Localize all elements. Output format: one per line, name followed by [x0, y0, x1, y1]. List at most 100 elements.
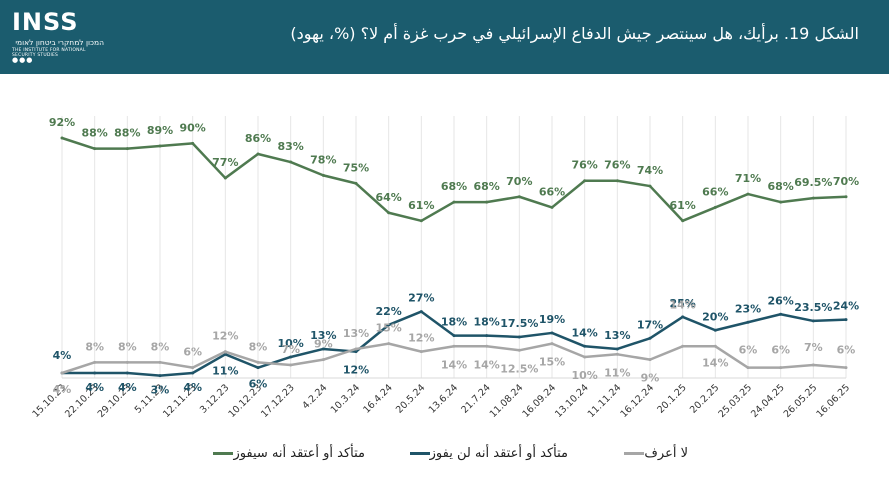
data-point: [811, 319, 815, 323]
data-label: 8%: [118, 340, 137, 353]
header-bar: INSS המכון למחקרי ביטחון לאומי THE INSTI…: [0, 0, 889, 74]
data-label: 25%: [669, 297, 695, 310]
data-point: [517, 348, 521, 352]
x-tick-label: 20.5.24: [394, 382, 427, 415]
data-label: 15%: [375, 322, 401, 335]
data-point: [387, 323, 391, 327]
data-point: [713, 328, 717, 332]
data-label: 70%: [833, 175, 859, 188]
x-tick-label: 25.03.25: [716, 382, 754, 420]
legend-swatch: [409, 451, 430, 455]
data-point: [256, 366, 260, 370]
data-point: [354, 181, 358, 185]
x-tick-label: 3.12.23: [198, 382, 231, 415]
data-point: [223, 350, 227, 354]
data-label: 4%: [118, 381, 137, 394]
data-point: [158, 144, 162, 148]
data-label: 12%: [212, 330, 238, 343]
data-label: 92%: [49, 116, 75, 129]
data-label: 18%: [441, 316, 467, 329]
data-point: [387, 211, 391, 215]
x-tick-label: 13.6.24: [427, 382, 460, 415]
data-point: [713, 205, 717, 209]
data-label: 23.5%: [794, 301, 832, 314]
data-label: 66%: [702, 185, 728, 198]
data-point: [289, 160, 293, 164]
data-label: 17.5%: [500, 317, 538, 330]
data-label: 61%: [669, 199, 695, 212]
data-point: [223, 176, 227, 180]
data-label: 69.5%: [794, 176, 832, 189]
data-point: [289, 363, 293, 367]
data-point: [452, 200, 456, 204]
data-point: [321, 173, 325, 177]
data-label: 83%: [277, 140, 303, 153]
data-point: [746, 192, 750, 196]
legend-item: متأكد أو أعتقد أنه لن يفوز: [402, 443, 568, 463]
data-point: [419, 310, 423, 314]
data-label: 17%: [637, 318, 663, 331]
data-label: 14%: [702, 356, 728, 369]
data-label: 4%: [53, 349, 72, 362]
data-label: 14%: [571, 326, 597, 339]
data-point: [583, 344, 587, 348]
x-tick-label: 11.08.24: [488, 382, 526, 420]
data-label: 13%: [343, 327, 369, 340]
data-point: [615, 179, 619, 183]
social-icons: ●●●: [12, 56, 34, 64]
x-tick-label: 10.3.24: [329, 382, 362, 415]
x-tick-label: 20.2.25: [688, 382, 721, 415]
data-label: 12.5%: [500, 362, 538, 375]
data-point: [811, 363, 815, 367]
data-point: [93, 360, 97, 364]
data-label: 9%: [641, 372, 660, 385]
data-point: [223, 352, 227, 356]
data-label: 66%: [539, 185, 565, 198]
data-point: [256, 152, 260, 156]
data-point: [681, 315, 685, 319]
data-point: [844, 318, 848, 322]
data-label: 68%: [767, 180, 793, 193]
data-label: 7%: [804, 341, 823, 354]
data-label: 78%: [310, 153, 336, 166]
data-label: 4%: [85, 381, 104, 394]
data-point: [158, 374, 162, 378]
x-tick-label: 24.04.25: [749, 382, 787, 420]
data-label: 88%: [114, 127, 140, 140]
data-label: 6%: [771, 344, 790, 357]
data-point: [517, 335, 521, 339]
data-point: [779, 200, 783, 204]
data-label: 88%: [81, 127, 107, 140]
data-label: 27%: [408, 292, 434, 305]
logo-subtitle-en: THE INSTITUTE FOR NATIONAL SECURITY STUD…: [12, 48, 86, 58]
data-label: 18%: [473, 316, 499, 329]
data-point: [419, 350, 423, 354]
data-label: 86%: [245, 132, 271, 145]
data-label: 9%: [314, 338, 333, 351]
data-label: 76%: [604, 159, 630, 172]
data-point: [550, 342, 554, 346]
x-tick-label: 4.2.24: [300, 382, 329, 411]
data-label: 10%: [571, 369, 597, 382]
data-label: 23%: [735, 302, 761, 315]
legend-label: لا أعرف: [644, 445, 688, 461]
data-point: [419, 219, 423, 223]
data-point: [485, 344, 489, 348]
data-point: [844, 195, 848, 199]
data-point: [93, 147, 97, 151]
data-point: [648, 358, 652, 362]
data-point: [583, 179, 587, 183]
data-label: 4%: [183, 381, 202, 394]
legend-item: لا أعرف: [616, 443, 688, 463]
data-label: 15%: [539, 356, 565, 369]
data-label: 8%: [151, 340, 170, 353]
data-point: [648, 336, 652, 340]
data-point: [615, 352, 619, 356]
x-tick-label: 16.12.24: [618, 382, 656, 420]
data-label: 77%: [212, 156, 238, 169]
data-point: [191, 366, 195, 370]
data-label: 90%: [179, 121, 205, 134]
inss-logo: INSS המכון למחקרי ביטחון לאומי THE INSTI…: [12, 8, 122, 68]
data-point: [550, 331, 554, 335]
